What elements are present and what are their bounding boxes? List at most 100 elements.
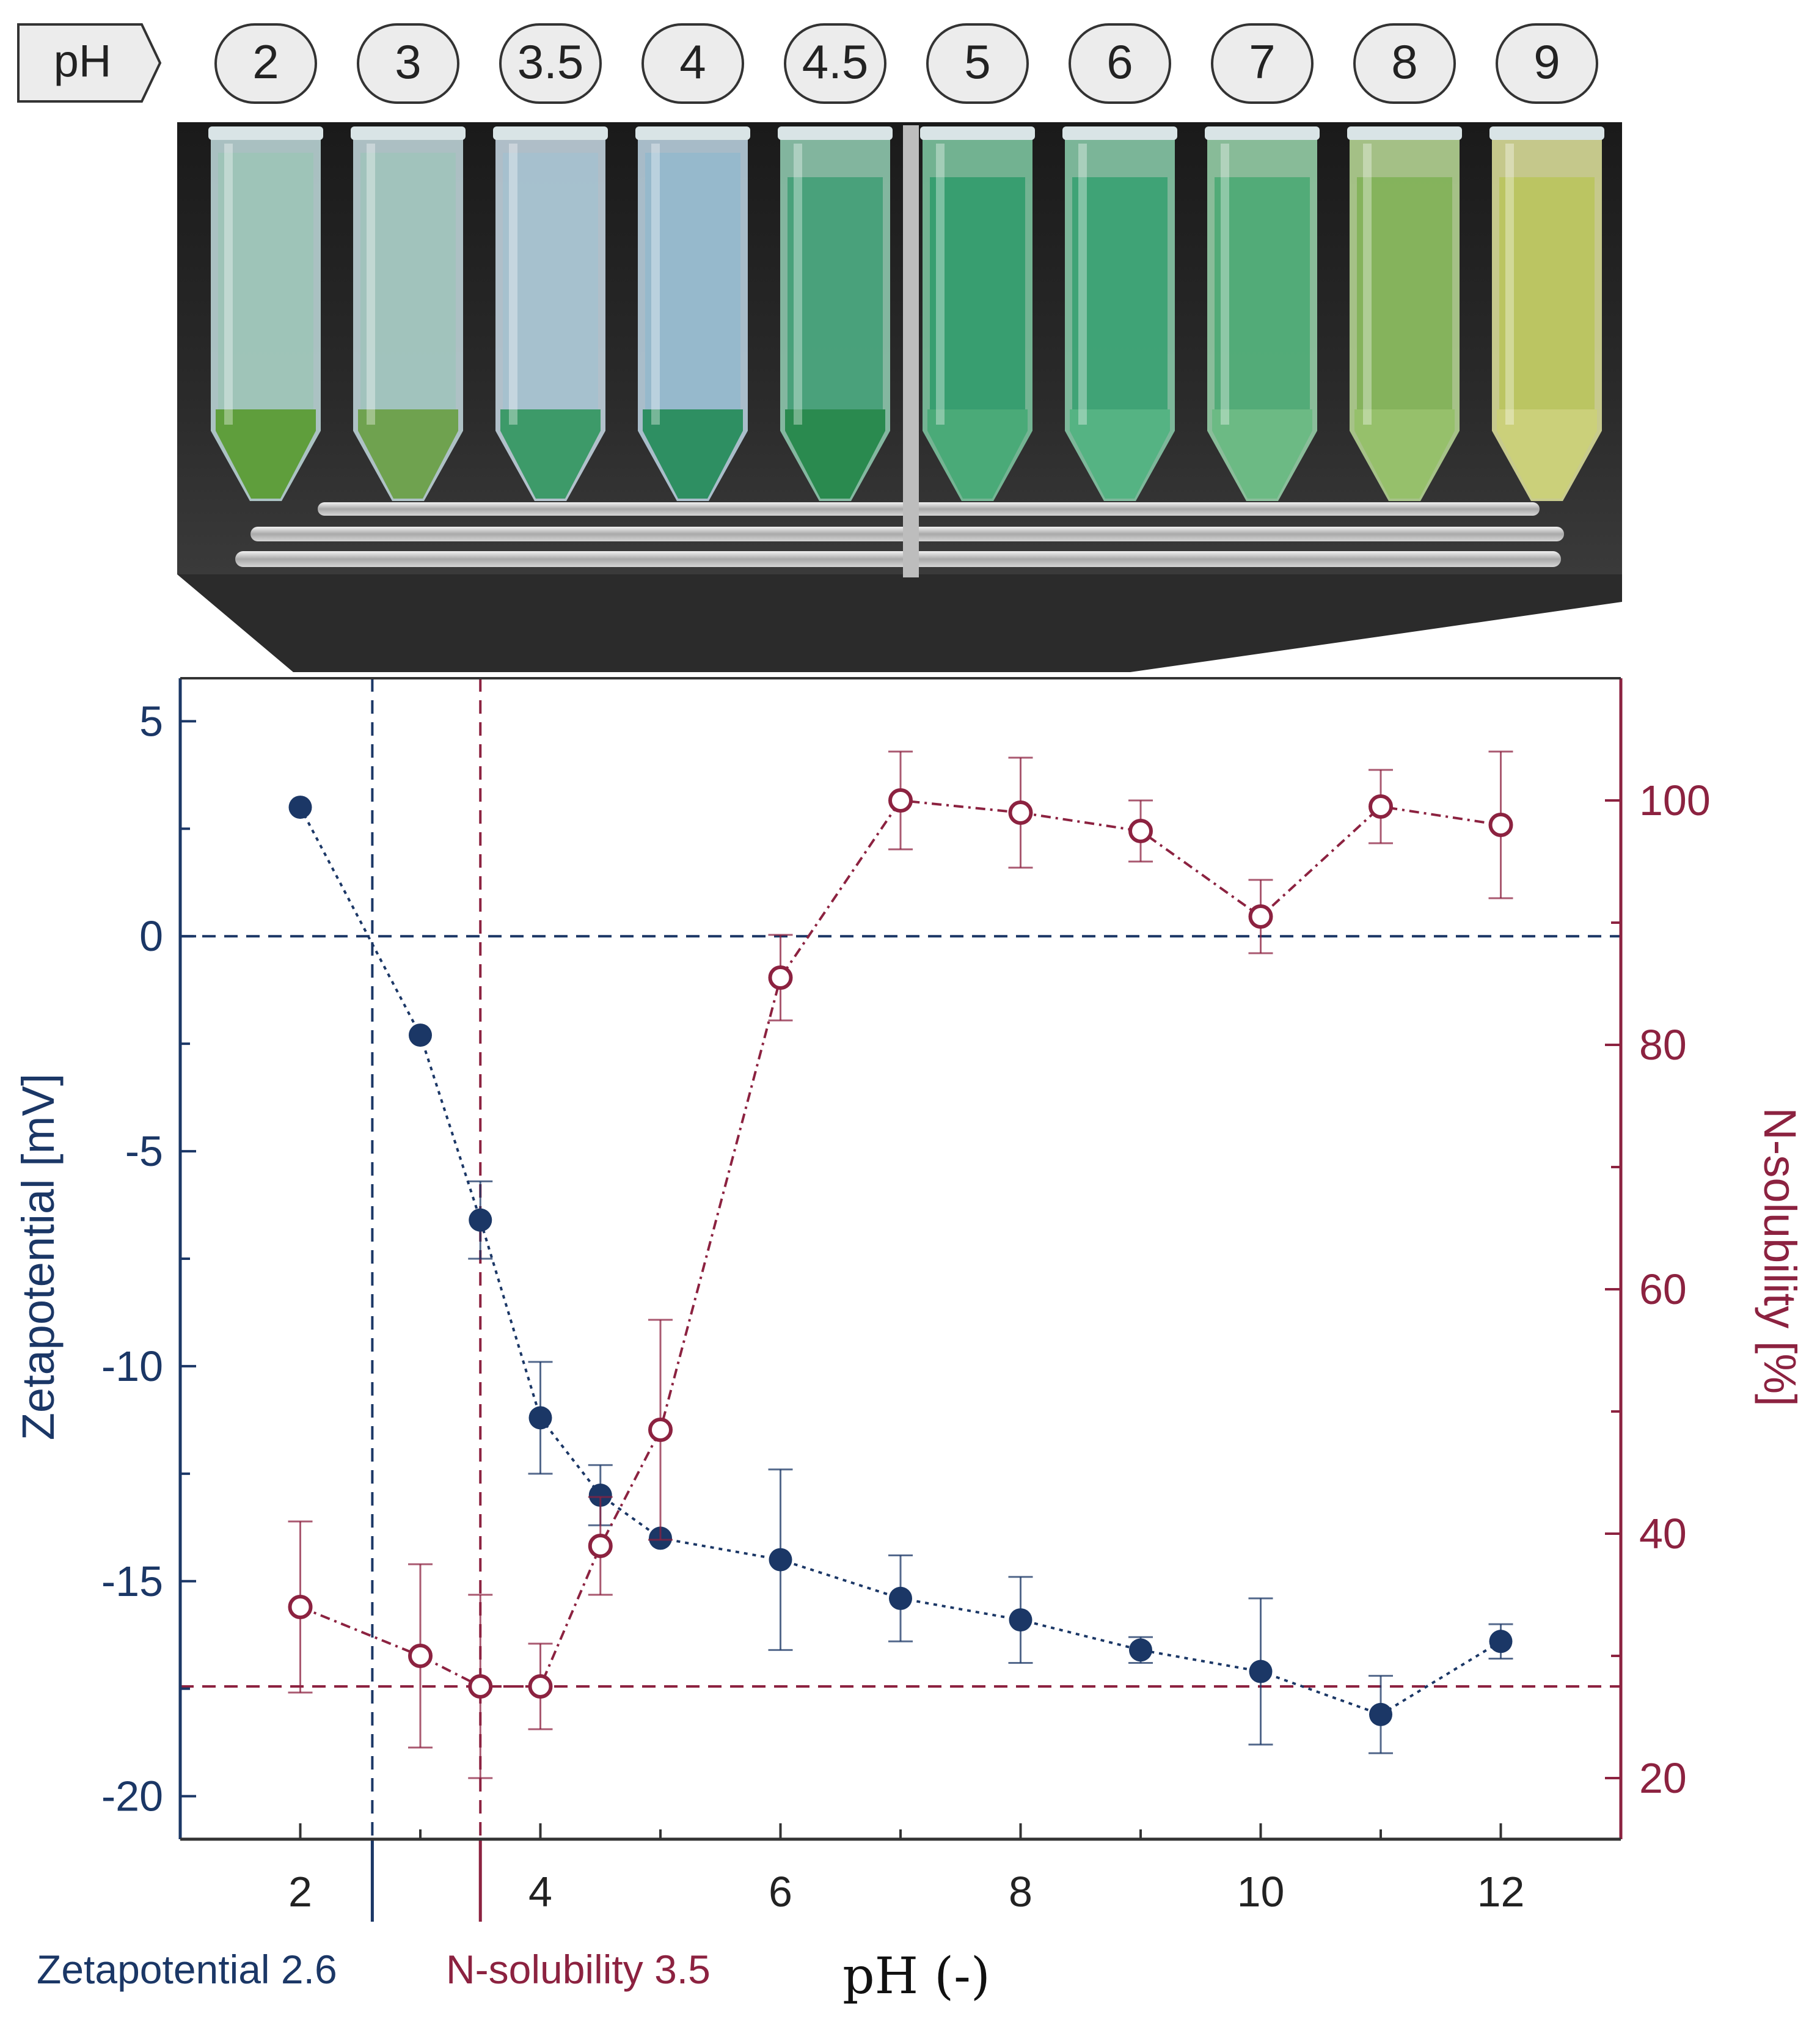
zeta-data-point — [588, 1484, 612, 1507]
zeta-data-point — [889, 1586, 912, 1610]
tube-pellet — [927, 409, 1028, 499]
ph-tube-label-box — [357, 23, 459, 104]
rack-bars — [235, 125, 1564, 577]
tube-highlight — [1505, 144, 1514, 425]
x-tick-label: 10 — [1237, 1868, 1285, 1916]
nsol-data-point — [528, 1674, 553, 1699]
tube-highlight — [1363, 144, 1372, 425]
ph-tube-label-box — [1353, 23, 1456, 104]
tube-highlight — [1221, 144, 1229, 425]
x-tick-label: 2 — [288, 1868, 312, 1916]
zeta-data-point — [469, 1208, 492, 1232]
y-right-tick-label: 20 — [1639, 1754, 1687, 1802]
x-tick-label: 8 — [1009, 1868, 1032, 1916]
tube-rim — [635, 126, 750, 140]
ph-tube-label-box — [1496, 23, 1598, 104]
ph-tube-label: 9 — [1533, 35, 1560, 89]
tube-pellet — [1354, 409, 1455, 499]
rack-divider-post — [903, 125, 919, 577]
ph-tube-label: 8 — [1391, 35, 1417, 89]
tube-highlight — [367, 144, 375, 425]
ph-tube-label: 6 — [1106, 35, 1133, 89]
ph-tube-label: 2 — [252, 35, 279, 89]
zeta-data-point — [528, 1406, 552, 1430]
tube-highlight — [794, 144, 802, 425]
ph-tube-label: 4.5 — [802, 35, 868, 89]
zeta-data-point — [409, 1023, 432, 1047]
y-right-tick-label: 40 — [1639, 1510, 1687, 1558]
tube-highlight — [1078, 144, 1087, 425]
y-right-tick-label: 80 — [1639, 1021, 1687, 1069]
zeta-data-point — [1129, 1638, 1152, 1662]
chart: 2 4 6 8 10 12 5 0 -5 -10 -15 -20 20 40 60 80 100 Zetapot… — [13, 677, 1805, 2005]
tube-rim — [920, 126, 1035, 140]
x-tick-label: 4 — [528, 1868, 552, 1916]
tube-rim — [1347, 126, 1462, 140]
ph-arrow-label: pH — [54, 35, 112, 86]
nsol-data-point — [288, 1595, 313, 1619]
ph-tube-label: 7 — [1249, 35, 1275, 89]
ph-header: pH 2 3 3.5 4 4.5 5 6 7 8 9 — [17, 23, 1598, 104]
tube-rim — [208, 126, 323, 140]
rack-bar — [318, 502, 1540, 516]
tube-rim — [493, 126, 608, 140]
zeta-data-point — [1369, 1702, 1392, 1726]
y-right-tick-label: 60 — [1639, 1265, 1687, 1313]
ph-arrow-label-box — [17, 23, 162, 103]
y-left-tick-label: -10 — [101, 1342, 163, 1390]
zeta-data-point — [769, 1548, 792, 1572]
nsol-data-point — [408, 1644, 433, 1668]
y-left-tick-label: -5 — [125, 1127, 163, 1175]
y-left-tick-label: 0 — [139, 912, 163, 960]
tube-rim — [1062, 126, 1177, 140]
tube-photo — [177, 122, 1622, 672]
nsol-data-point — [588, 1534, 613, 1558]
tube-pellet — [500, 409, 601, 499]
y-axis-right-label: N-solubility [%] — [1755, 1107, 1805, 1406]
ph-tube-label-box — [926, 23, 1029, 104]
tube-pellet — [785, 409, 885, 499]
nsol-data-point — [1369, 794, 1393, 819]
y-left-tick-label: -15 — [101, 1558, 163, 1605]
tube-rim — [778, 126, 893, 140]
tube-highlight — [936, 144, 945, 425]
tube-highlight — [224, 144, 233, 425]
ph-tube-label: 3 — [395, 35, 421, 89]
zeta-data-point — [1009, 1608, 1032, 1632]
photo-shadow-base — [177, 574, 1622, 672]
ph-tube-label-box — [214, 23, 317, 104]
ph-tube-label-box — [784, 23, 886, 104]
nsol-data-point — [648, 1418, 673, 1442]
y-right-tick-label: 100 — [1639, 777, 1711, 824]
ph-tube-label: 5 — [964, 35, 990, 89]
y-left-tick-label: 5 — [139, 697, 163, 745]
nsol-min-annotation: N-solubility 3.5 — [446, 1947, 711, 1992]
tube-rim — [1205, 126, 1320, 140]
rack-bar — [235, 551, 1561, 567]
nsol-data-point — [1128, 819, 1153, 843]
nsol-data-point — [768, 965, 793, 990]
tube-highlight — [651, 144, 660, 425]
nsol-data-point — [1008, 800, 1033, 825]
tube-pellet — [358, 409, 458, 499]
tube-pellet — [216, 409, 316, 499]
ph-tube-label-box — [1069, 23, 1171, 104]
ph-tube-label-box — [499, 23, 602, 104]
tube-pellet — [643, 409, 743, 499]
zeta-data-point — [1489, 1630, 1513, 1653]
ph-tube-label: 4 — [679, 35, 706, 89]
ph-tube-label-box — [1211, 23, 1314, 104]
tube-pellet — [1212, 409, 1312, 499]
tube-pellet — [1070, 409, 1170, 499]
tube-highlight — [509, 144, 517, 425]
x-axis-label: pH (-) — [842, 1947, 990, 2005]
plot-area — [180, 678, 1621, 1839]
y-left-tick-label: -20 — [101, 1773, 163, 1820]
tube-pellet — [1497, 409, 1597, 499]
tube-rim — [1489, 126, 1604, 140]
y-axis-left-label: Zetapotential [mV] — [13, 1074, 64, 1441]
zeta-data-point — [1249, 1660, 1273, 1683]
x-tick-label: 6 — [769, 1868, 792, 1916]
nsol-data-point — [1488, 813, 1513, 837]
